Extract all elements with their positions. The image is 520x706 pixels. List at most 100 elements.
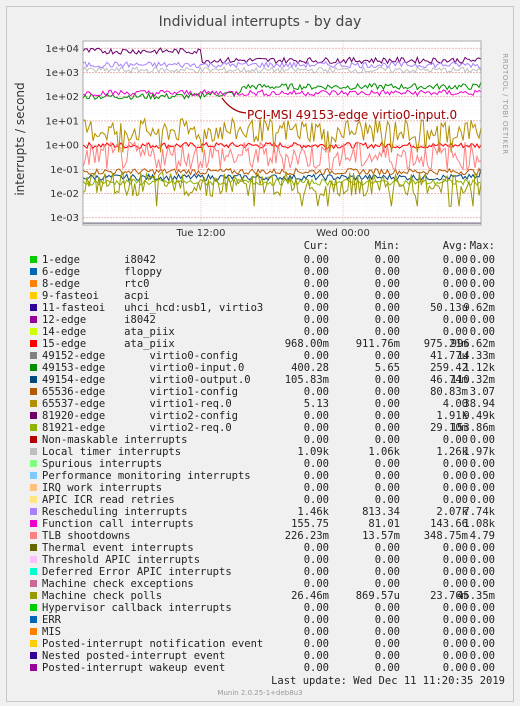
series-lines bbox=[82, 47, 482, 224]
legend-label: 65537-edge virtio1-req.0 bbox=[42, 398, 232, 410]
y-tick-label: 1e+01 bbox=[45, 116, 79, 127]
legend-value-avg: 0.00 bbox=[442, 254, 468, 266]
legend-value-cur: 0.00 bbox=[303, 386, 329, 398]
legend-label: 81921-edge virtio2-req.0 bbox=[42, 422, 232, 434]
legend-row: Deferred Error APIC interrupts 0.00 0.00 0.… bbox=[30, 566, 500, 578]
legend-value-cur: 0.00 bbox=[303, 626, 329, 638]
legend-label: 14-edge ata_piix bbox=[42, 326, 175, 338]
legend-swatch bbox=[30, 508, 37, 515]
legend-swatch bbox=[30, 256, 37, 263]
legend-row: 8-edge rtc0 0.00 0.00 0.00 0.00 bbox=[30, 278, 500, 290]
legend-value-cur: 0.00 bbox=[303, 494, 329, 506]
legend-value-cur: 1.09k bbox=[297, 446, 329, 458]
legend-row: 11-fasteoi uhci_hcd:usb1, virtio3 0.00 0.0… bbox=[30, 302, 500, 314]
legend-value-max: 0.00 bbox=[469, 326, 495, 338]
legend-value-min: 0.00 bbox=[374, 326, 400, 338]
legend-value-cur: 0.00 bbox=[303, 290, 329, 302]
legend-value-max: 0.00 bbox=[469, 614, 495, 626]
legend-swatch bbox=[30, 664, 37, 671]
legend-swatch bbox=[30, 532, 37, 539]
legend-value-avg: 143.66 bbox=[430, 518, 468, 530]
legend-value-min: 869.57u bbox=[355, 590, 400, 602]
legend-swatch bbox=[30, 400, 37, 407]
legend-label: APIC ICR read retries bbox=[42, 494, 175, 506]
legend-value-min: 0.00 bbox=[374, 278, 400, 290]
legend-swatch bbox=[30, 616, 37, 623]
legend-value-avg: 0.00 bbox=[442, 278, 468, 290]
legend-swatch bbox=[30, 496, 37, 503]
legend-value-min: 0.00 bbox=[374, 302, 400, 314]
legend-label: 12-edge i8042 bbox=[42, 314, 156, 326]
legend-row: IRQ work interrupts 0.00 0.00 0.00 0.00 bbox=[30, 482, 500, 494]
legend-swatch bbox=[30, 268, 37, 275]
legend-value-avg: 29.10m bbox=[430, 422, 468, 434]
legend-value-max: 0.00 bbox=[469, 482, 495, 494]
legend-value-max: 0.00 bbox=[469, 554, 495, 566]
legend-value-min: 0.00 bbox=[374, 398, 400, 410]
legend-row: Hypervisor callback interrupts 0.00 0.00 0.… bbox=[30, 602, 500, 614]
legend-value-max: 0.00 bbox=[469, 254, 495, 266]
legend-swatch bbox=[30, 388, 37, 395]
series-line bbox=[82, 60, 482, 69]
legend-value-cur: 0.00 bbox=[303, 554, 329, 566]
legend-value-cur: 0.00 bbox=[303, 410, 329, 422]
legend-value-avg: 23.76m bbox=[430, 590, 468, 602]
legend-swatch bbox=[30, 328, 37, 335]
legend-label: 49152-edge virtio0-config bbox=[42, 350, 238, 362]
legend-row: Rescheduling interrupts 1.46k 813.34 2.07k 7… bbox=[30, 506, 500, 518]
legend-value-cur: 0.00 bbox=[303, 434, 329, 446]
legend-value-avg: 0.00 bbox=[442, 458, 468, 470]
legend-value-avg: 348.75m bbox=[423, 530, 468, 542]
chart-title: Individual interrupts - by day bbox=[158, 14, 362, 30]
legend-value-cur: 0.00 bbox=[303, 566, 329, 578]
legend-value-min: 5.65 bbox=[374, 362, 400, 374]
legend-swatch bbox=[30, 352, 37, 359]
legend-value-avg: 0.00 bbox=[442, 662, 468, 674]
y-tick-label: 1e+02 bbox=[45, 92, 79, 103]
legend-value-max: 9.62m bbox=[463, 302, 495, 314]
legend-swatch bbox=[30, 292, 37, 299]
legend-value-min: 13.57m bbox=[362, 530, 400, 542]
legend-value-max: 1.12k bbox=[463, 362, 495, 374]
x-tick-label: Wed 00:00 bbox=[316, 228, 370, 239]
legend-value-avg: 0.00 bbox=[442, 578, 468, 590]
legend-row: Non-maskable interrupts 0.00 0.00 0.00 0.00 bbox=[30, 434, 500, 446]
legend-value-cur: 0.00 bbox=[303, 458, 329, 470]
legend-label: Threshold APIC interrupts bbox=[42, 554, 201, 566]
legend-label: Thermal event interrupts bbox=[42, 542, 194, 554]
legend-row: Posted-interrupt notification event 0.00 0… bbox=[30, 638, 500, 650]
legend-value-cur: 0.00 bbox=[303, 662, 329, 674]
legend-row: 1-edge i8042 0.00 0.00 0.00 0.00 bbox=[30, 254, 500, 266]
legend-value-min: 1.06k bbox=[368, 446, 400, 458]
legend-label: 15-edge ata_piix bbox=[42, 338, 175, 350]
legend-label: MIS bbox=[42, 626, 61, 638]
legend-value-avg: 0.00 bbox=[442, 470, 468, 482]
legend-row: Machine check exceptions 0.00 0.00 0.00 0.00 bbox=[30, 578, 500, 590]
legend-label: TLB shootdowns bbox=[42, 530, 131, 542]
legend-label: 1-edge i8042 bbox=[42, 254, 156, 266]
legend-value-max: 0.00 bbox=[469, 650, 495, 662]
legend-value-min: 0.00 bbox=[374, 290, 400, 302]
y-tick-label: 1e+00 bbox=[45, 141, 79, 152]
legend-value-min: 0.00 bbox=[374, 434, 400, 446]
legend-row: Posted-interrupt wakeup event 0.00 0.00 0.0… bbox=[30, 662, 500, 674]
legend-value-max: 3.07 bbox=[469, 386, 495, 398]
legend-value-max: 110.32m bbox=[450, 374, 495, 386]
x-tick-label: Tue 12:00 bbox=[175, 228, 225, 239]
series-line bbox=[82, 140, 482, 173]
legend-header: Cur: Min: Avg: Max: bbox=[30, 240, 500, 252]
legend-row: TLB shootdowns 226.23m 13.57m 348.75m 4.79 bbox=[30, 530, 500, 542]
legend-swatch bbox=[30, 544, 37, 551]
legend-value-max: 996.62m bbox=[450, 338, 495, 350]
legend-value-max: 0.00 bbox=[469, 566, 495, 578]
legend-value-cur: 26.46m bbox=[291, 590, 329, 602]
legend-value-cur: 0.00 bbox=[303, 422, 329, 434]
y-tick-label: 1e+03 bbox=[45, 68, 79, 79]
legend-value-max: 153.86m bbox=[450, 422, 495, 434]
legend-value-min: 81.01 bbox=[368, 518, 400, 530]
legend-value-min: 0.00 bbox=[374, 662, 400, 674]
legend-swatch bbox=[30, 640, 37, 647]
last-update: Last update: Wed Dec 11 11:20:35 2019 bbox=[271, 675, 505, 687]
legend-row: Spurious interrupts 0.00 0.00 0.00 0.00 bbox=[30, 458, 500, 470]
legend-swatch bbox=[30, 436, 37, 443]
